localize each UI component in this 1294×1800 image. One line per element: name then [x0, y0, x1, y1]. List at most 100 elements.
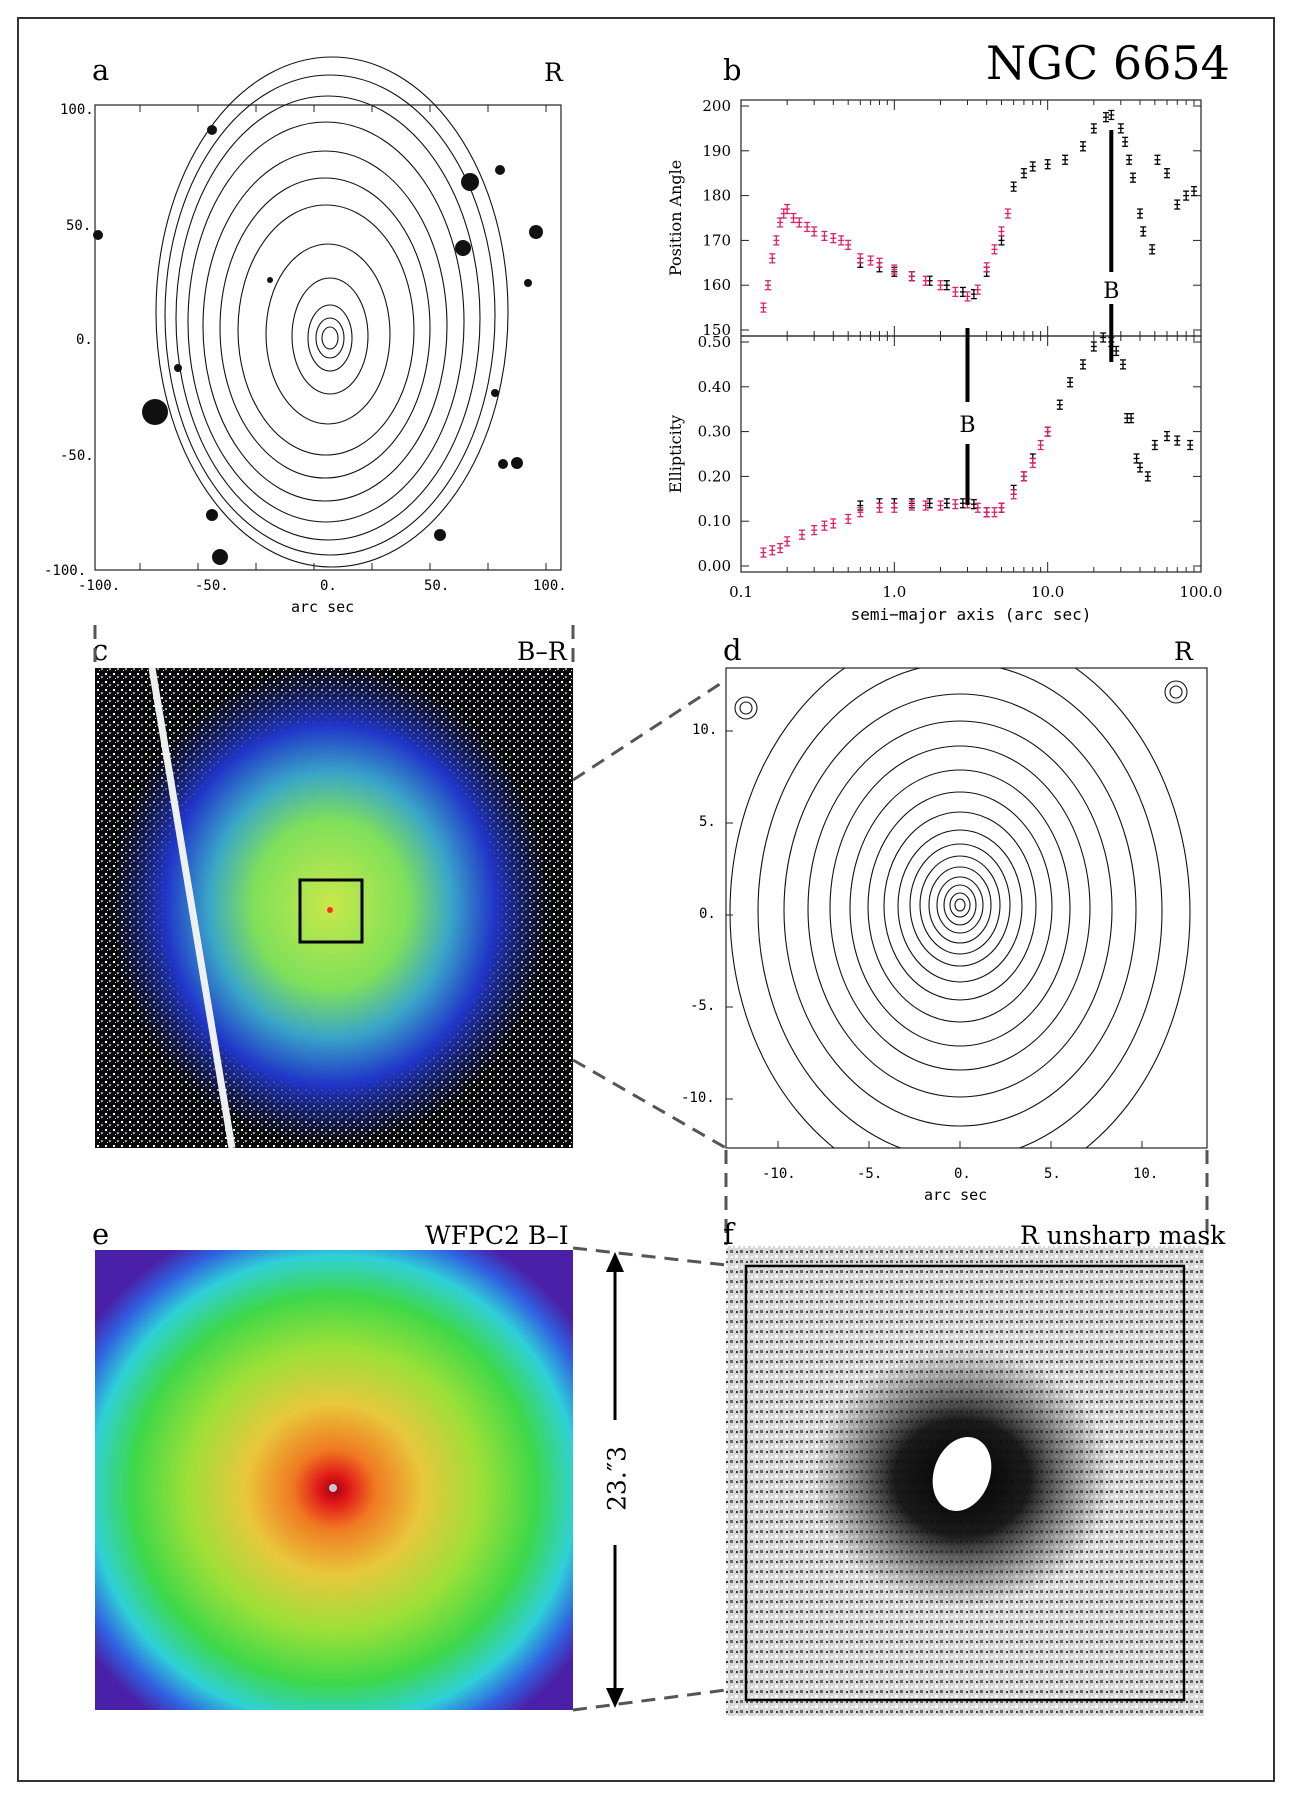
- pa-ytick-label: 180: [702, 187, 731, 205]
- ell-data-point: [1128, 413, 1135, 424]
- ell-data-point: [937, 500, 944, 511]
- panel-d-xlabel: arc sec: [924, 1186, 988, 1204]
- pa-data-point: [773, 235, 780, 246]
- ell-data-point: [811, 525, 818, 536]
- pa-data-point: [983, 262, 990, 273]
- panel-d-ytick: -5.: [690, 998, 716, 1014]
- pa-data-point: [1174, 199, 1181, 210]
- panel-a-ytick: -100.: [44, 563, 87, 579]
- pa-data-point: [908, 271, 915, 282]
- ell-data-point: [1010, 489, 1017, 500]
- pa-data-point: [1108, 109, 1115, 121]
- pa-ylabel: Position Angle: [666, 160, 685, 276]
- ell-data-point: [1163, 430, 1170, 442]
- ell-data-point: [1037, 439, 1044, 451]
- panel-d-ytick: 5.: [699, 814, 716, 830]
- pa-data-point: [1090, 123, 1097, 134]
- ell-data-point: [943, 498, 950, 509]
- ell-xtick-label: 100.0: [1180, 583, 1223, 601]
- ell-xlabel: semi−major axis (arc sec): [851, 605, 1092, 624]
- ell-ylabel: Ellipticity: [666, 415, 685, 493]
- ell-data-point: [1174, 435, 1181, 446]
- pa-data-point: [1126, 154, 1133, 165]
- pa-data-point: [937, 280, 944, 291]
- pa-data-point: [821, 230, 828, 242]
- panel-e-band: WFPC2 B–I: [425, 1221, 569, 1250]
- pa-data-point: [943, 280, 950, 291]
- pa-data-point: [1122, 136, 1129, 147]
- ell-data-point: [769, 545, 776, 556]
- ell-data-point: [1090, 341, 1097, 352]
- ell-data-point: [974, 502, 981, 513]
- pa-data-point: [760, 302, 767, 313]
- ell-data-point: [777, 542, 784, 554]
- panel-a-ytick: -50.: [60, 448, 94, 464]
- panel-d-xtick: 0.: [954, 1166, 971, 1182]
- pa-data-point: [796, 217, 803, 228]
- ell-data-point: [1120, 359, 1127, 370]
- pa-ytick-label: 170: [702, 231, 731, 249]
- ell-data-point: [1144, 471, 1151, 482]
- ell-data-point: [857, 500, 864, 511]
- pa-data-point: [838, 235, 845, 246]
- ell-ytick-label: 0.00: [698, 557, 731, 575]
- panel-a-xtick: 100.: [533, 578, 567, 594]
- panel-a-xlabel: arc sec: [291, 598, 355, 616]
- ell-data-point: [983, 507, 990, 518]
- ell-data-point: [952, 499, 959, 510]
- pa-data-point: [845, 239, 852, 251]
- ell-data-point: [821, 520, 828, 531]
- ell-data-point: [760, 547, 767, 558]
- pa-data-point: [1183, 190, 1190, 201]
- ell-data-point: [799, 529, 806, 540]
- pa-data-point: [1062, 154, 1069, 165]
- panel-a-xtick: -100.: [78, 578, 121, 594]
- ell-data-point: [857, 507, 864, 518]
- pa-data-point: [1136, 208, 1143, 219]
- pa-data-point: [1004, 208, 1011, 219]
- pa-data-point: [1149, 244, 1156, 255]
- ell-data-point: [991, 507, 998, 518]
- pa-data-point: [876, 257, 883, 268]
- ell-data-point: [1113, 345, 1120, 357]
- panel-a-ytick: 100.: [60, 102, 94, 118]
- ell-data-point: [926, 498, 933, 509]
- panel-d-xtick: 10.: [1133, 1166, 1159, 1182]
- pa-data-point: [784, 203, 791, 215]
- ell-data-point: [1029, 457, 1036, 469]
- ell-ytick-label: 0.20: [698, 467, 731, 485]
- panel-a-letter: a: [92, 53, 110, 87]
- pa-data-point: [991, 244, 998, 255]
- pa-data-point: [1102, 112, 1109, 123]
- pa-data-point: [867, 255, 874, 266]
- ell-data-point: [845, 513, 852, 525]
- ell-xtick-label: 1.0: [882, 583, 906, 601]
- panel-d-xtick: -5.: [857, 1166, 883, 1182]
- pa-ytick-label: 150: [702, 321, 731, 339]
- ell-plot-frame: [740, 335, 1202, 573]
- ell-data-point: [891, 502, 898, 513]
- ell-ytick-label: 0.50: [698, 333, 731, 351]
- ell-ytick-label: 0.10: [698, 512, 731, 530]
- ell-data-point: [998, 502, 1005, 513]
- pa-data-point: [765, 280, 772, 291]
- pa-data-point: [1029, 161, 1036, 172]
- pa-ytick-label: 200: [702, 97, 731, 115]
- panel-a-ytick: 50.: [66, 218, 92, 234]
- pa-data-point: [998, 226, 1005, 237]
- pa-data-point: [1117, 123, 1124, 134]
- pa-data-point: [790, 212, 797, 224]
- ell-data-point: [970, 499, 977, 510]
- panel-d-xtick: -10.: [762, 1166, 796, 1182]
- panel-a-xtick: -50.: [195, 578, 229, 594]
- ell-xtick-label: 10.0: [1031, 583, 1064, 601]
- ell-data-point: [784, 536, 791, 547]
